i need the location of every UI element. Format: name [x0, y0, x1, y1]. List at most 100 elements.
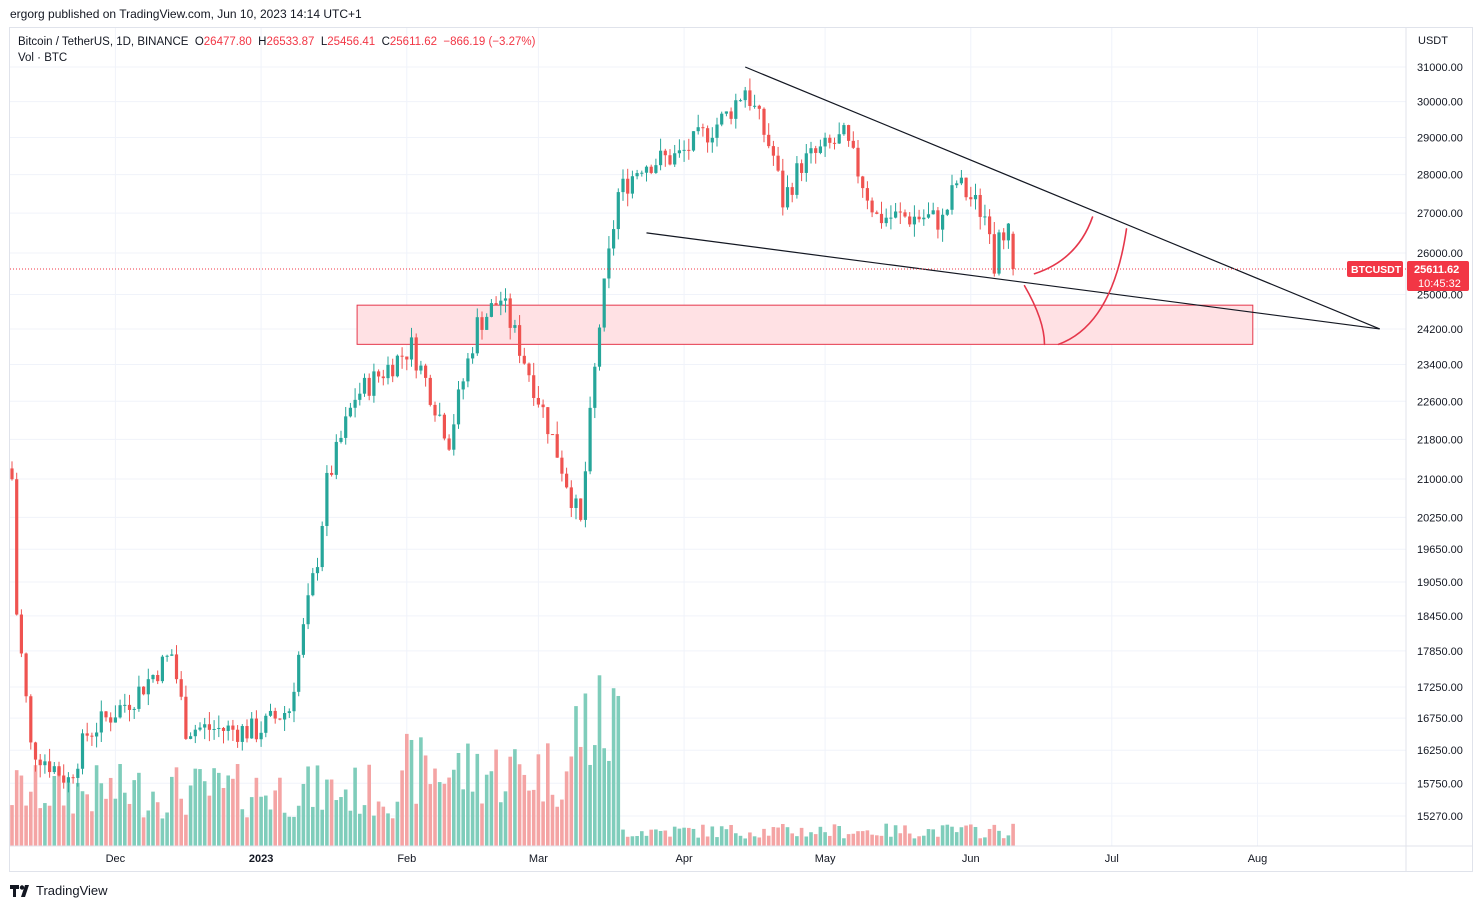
volume-bar — [875, 835, 879, 846]
tradingview-logo-icon — [10, 884, 32, 897]
volume-bar — [799, 827, 804, 846]
projection-stroke[interactable] — [1057, 228, 1128, 346]
candle — [372, 363, 376, 403]
projection-stroke[interactable] — [1023, 284, 1046, 346]
candle — [160, 654, 164, 684]
candle — [988, 209, 992, 244]
support-zone-rect[interactable] — [356, 304, 1254, 345]
volume-bar — [268, 809, 273, 846]
volume-bar — [198, 769, 202, 846]
volume-bar — [992, 824, 997, 846]
candle — [283, 706, 287, 731]
volume-bar — [621, 829, 625, 846]
candle — [541, 399, 545, 418]
y-tick-label: 20250.00 — [1417, 512, 1463, 524]
x-tick-label: 2023 — [249, 853, 273, 865]
y-tick-label: 23400.00 — [1417, 359, 1463, 371]
volume-bar — [282, 812, 287, 846]
candle — [250, 712, 254, 739]
volume-bar — [804, 836, 809, 846]
candle — [466, 352, 470, 388]
support-zone[interactable] — [356, 304, 1254, 345]
volume-bar — [710, 826, 715, 846]
volume-bar — [29, 791, 33, 846]
volume-bar — [10, 805, 14, 846]
candle — [33, 741, 38, 772]
wedge-upper-trendline[interactable] — [744, 66, 1380, 330]
high-label: H — [258, 36, 267, 48]
volume-bar — [484, 774, 489, 846]
symbol-title[interactable]: Bitcoin / TetherUS, 1D, BINANCE — [18, 36, 189, 48]
candle — [146, 668, 150, 706]
y-tick-label: 27000.00 — [1417, 208, 1463, 220]
volume-bar — [43, 803, 47, 846]
candle — [381, 369, 385, 386]
candle — [1006, 223, 1010, 249]
volume-bar — [776, 827, 780, 846]
volume-legend[interactable]: Vol · BTC — [18, 52, 68, 64]
x-tick-label: Jul — [1105, 853, 1119, 865]
volume-bar — [607, 760, 611, 846]
wedge-lower-trendline[interactable] — [646, 232, 1380, 330]
volume-bar — [940, 825, 945, 846]
volume-bar — [24, 805, 28, 846]
candle — [391, 358, 395, 383]
volume-bar — [898, 833, 903, 846]
volume-bar — [701, 824, 705, 846]
volume-bar — [179, 798, 183, 846]
x-tick-label: Jun — [962, 853, 980, 865]
candle — [447, 434, 451, 452]
candle — [405, 356, 409, 371]
volume-bar — [969, 824, 973, 846]
candle — [386, 356, 390, 385]
candle — [621, 169, 625, 201]
candle — [104, 711, 108, 722]
candle — [720, 111, 724, 127]
candle — [19, 609, 23, 658]
volume-bar — [174, 767, 179, 846]
drawings[interactable] — [646, 66, 1380, 346]
volume-bar — [372, 815, 376, 846]
candle — [52, 762, 56, 775]
volume-bar — [137, 772, 141, 846]
volume-bar — [343, 789, 348, 846]
projection-stroke[interactable] — [1033, 216, 1094, 275]
volume-bar — [649, 829, 653, 846]
candle — [38, 753, 42, 778]
y-tick-label: 19650.00 — [1417, 544, 1463, 556]
volume-bar — [66, 782, 71, 846]
volume-bar — [719, 826, 724, 846]
volume-bar — [541, 801, 545, 846]
candle — [471, 347, 475, 364]
candle — [10, 461, 14, 481]
volume-bar — [409, 739, 414, 846]
footer-branding: TradingView — [10, 883, 108, 898]
candle — [668, 149, 672, 166]
candle — [630, 170, 634, 199]
volume-bar — [259, 796, 263, 846]
candle — [894, 202, 898, 219]
volume-bar — [480, 803, 484, 846]
candle — [959, 169, 963, 186]
volume-bar — [851, 833, 856, 846]
volume-bar — [588, 764, 592, 846]
volume-bar — [550, 794, 555, 846]
volume-bar — [715, 837, 719, 846]
volume-bar — [170, 776, 174, 846]
volume-bar — [358, 813, 362, 846]
volume-bar — [273, 790, 277, 846]
candle — [851, 131, 855, 150]
candle — [226, 720, 230, 741]
candle — [367, 373, 371, 401]
volume-bar — [470, 791, 475, 846]
candle — [207, 712, 211, 742]
volume-bar — [494, 749, 498, 846]
volume-bar — [752, 836, 757, 846]
volume-bar — [193, 768, 198, 846]
last-price-symbol: BTCUSDT — [1351, 264, 1402, 276]
volume-bar — [889, 836, 893, 846]
candle — [485, 313, 489, 330]
candle — [57, 761, 61, 777]
volume-bar — [76, 782, 80, 846]
